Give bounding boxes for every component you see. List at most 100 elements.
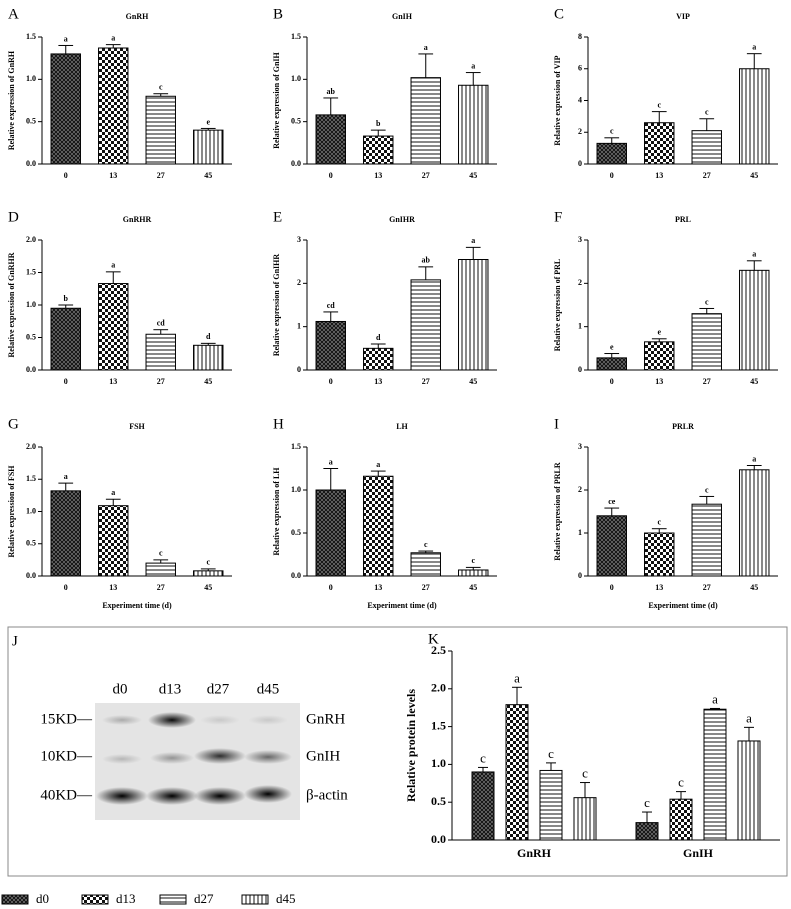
y-tick-label: 0.0 [26,365,36,374]
y-tick-label: 4 [578,95,582,104]
bar-annotation: a [471,61,475,70]
bar [145,333,176,371]
legend-swatch [1,894,29,905]
bar-annotation: c [705,297,709,306]
panel-letter: E [273,209,282,225]
bar-annotation: c [705,485,709,494]
bar-annotation: a [111,488,115,497]
blot-bands [96,712,292,805]
bar [458,84,489,165]
x-tick-label: 45 [750,171,758,180]
bar [703,708,727,841]
lane-label: d13 [159,681,182,697]
y-tick-label: 2.0 [26,442,36,451]
chart-title: FSH [129,422,145,431]
y-tick-label: 1.0 [26,74,36,83]
y-tick-label: 0.5 [291,116,301,125]
bar-annotation: c [657,100,661,109]
bar [644,122,675,165]
bar-annotation: a [376,460,380,469]
size-marker: 40KD— [40,787,93,803]
bar-annotation: c [610,127,614,136]
bar-annotation: c [480,750,486,765]
y-tick-label: 2.5 [431,643,446,657]
y-tick-label: 3 [578,442,582,451]
lane-label: d27 [207,681,230,697]
bar [363,347,394,371]
bar [596,515,627,577]
bar [98,505,129,577]
x-tick-label: 13 [374,171,382,180]
bar-annotation: ab [327,87,336,96]
bar-annotation: c [644,795,650,810]
x-axis-label: Experiment time (d) [367,601,437,610]
y-tick-label: 1.0 [26,506,36,515]
panel-letter: K [428,631,439,647]
size-marker: 15KD— [40,711,93,727]
y-tick-label: 1 [297,321,301,330]
y-tick-label: 1.5 [26,32,36,41]
bar [193,129,224,165]
x-tick-label: 27 [703,377,711,386]
x-tick-label: 0 [329,171,333,180]
x-tick-label: 27 [157,583,165,592]
bar-annotation: c [705,108,709,117]
legend-label: d27 [194,891,214,906]
y-tick-label: 1.0 [26,300,36,309]
y-tick-label: 2 [297,278,301,287]
bar-annotation: c [159,83,163,92]
chart-title: PRL [675,215,691,224]
bar [644,341,675,371]
bar [596,142,627,165]
y-tick-label: 1 [578,528,582,537]
y-axis-label: Relative expression of LH [272,467,281,556]
bar-annotation: a [111,33,115,42]
x-tick-label: 13 [655,377,663,386]
y-tick-label: 0 [578,571,582,580]
panel-letter: G [8,416,19,432]
bar [98,47,129,165]
bar-annotation: cd [157,319,166,328]
x-tick-label: 0 [329,583,333,592]
bar [505,704,529,841]
bar [691,503,722,577]
y-tick-label: 0.0 [26,159,36,168]
x-tick-label: 13 [109,171,117,180]
bar-annotation: a [514,670,520,685]
bar [691,130,722,165]
bar-annotation: c [678,775,684,790]
bar [596,357,627,371]
legend-label: d0 [36,891,49,906]
bar-annotation: e [657,328,661,337]
bar-annotation: d [376,333,381,342]
x-axis-label: Experiment time (d) [648,601,718,610]
chart-title: VIP [676,12,690,21]
y-tick-label: 3 [578,235,582,244]
y-axis-label: Relative expression of GnIH [272,51,281,148]
x-tick-label: 45 [750,583,758,592]
lane-label: d0 [113,681,128,697]
y-tick-label: 1 [578,321,582,330]
x-tick-label: 13 [374,377,382,386]
y-tick-label: 2 [578,485,582,494]
y-axis-label: Relative expression of PRL [553,259,562,352]
x-tick-label: 0 [329,377,333,386]
panel-letter: A [8,6,19,22]
y-tick-label: 1.5 [291,442,301,451]
bar-annotation: c [548,746,554,761]
panel-letter: H [273,416,284,432]
x-tick-label: 45 [469,171,477,180]
protein-label: GnIH [306,748,340,764]
bar [315,114,346,165]
y-tick-label: 0.0 [291,571,301,580]
panel-letter: C [554,6,564,22]
bar-annotation: c [582,766,588,781]
y-tick-label: 3 [297,235,301,244]
y-tick-label: 1.5 [431,718,446,732]
y-tick-label: 0.0 [291,159,301,168]
chart-title: GnIH [392,12,413,21]
legend-label: d45 [276,891,296,906]
bar [644,532,675,577]
x-tick-label: 27 [157,171,165,180]
y-axis-label: Relative expression of VIP [553,55,562,145]
